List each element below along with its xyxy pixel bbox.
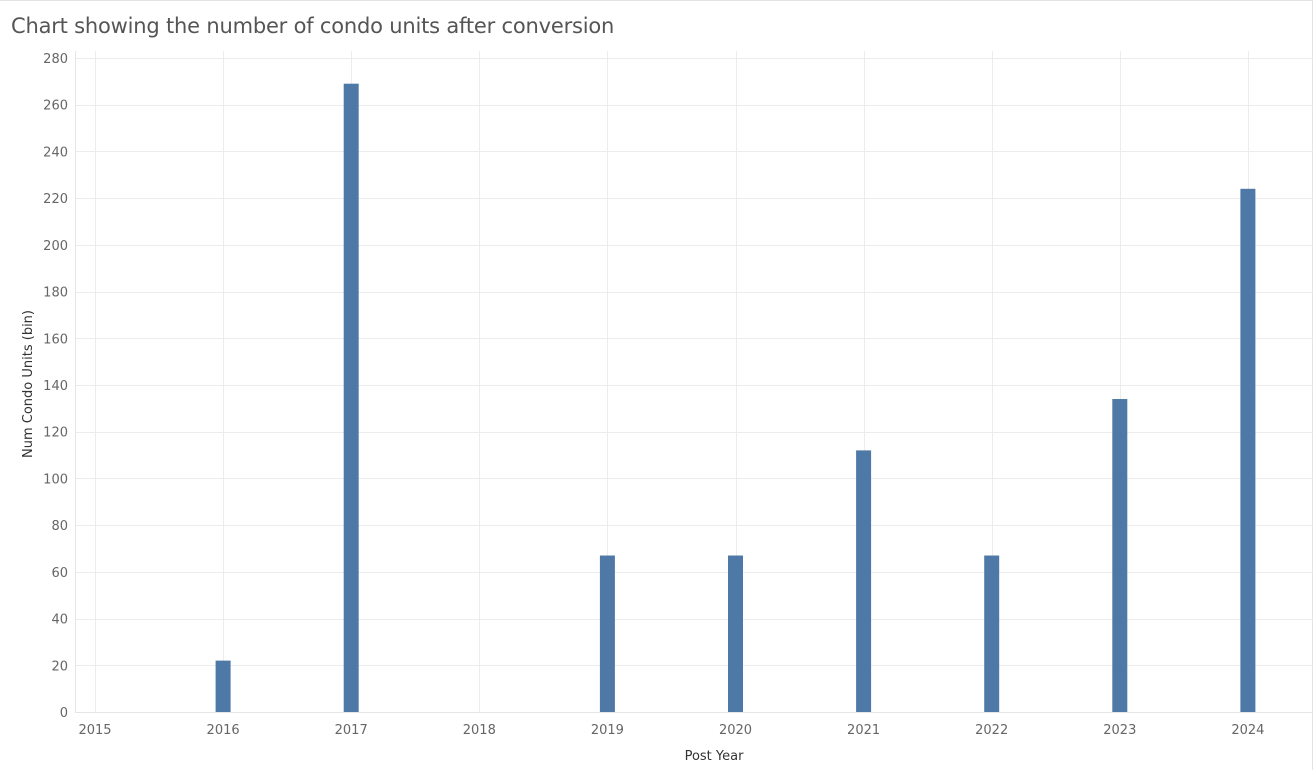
x-tick-label: 2020 xyxy=(719,723,752,738)
y-tick-label: 80 xyxy=(51,519,68,534)
y-tick-label: 20 xyxy=(51,659,68,674)
y-tick-label: 180 xyxy=(43,286,68,301)
y-tick-label: 280 xyxy=(43,52,68,67)
y-tick-label: 260 xyxy=(43,99,68,114)
y-tick-label: 220 xyxy=(43,192,68,207)
x-tick-label: 2024 xyxy=(1231,723,1264,738)
x-tick-label: 2022 xyxy=(975,723,1008,738)
x-tick-label: 2023 xyxy=(1103,723,1136,738)
bar-2022 xyxy=(984,555,1000,712)
y-tick-label: 140 xyxy=(43,379,68,394)
y-tick-label: 0 xyxy=(60,706,68,721)
bar-2019 xyxy=(599,555,615,712)
x-tick-label: 2021 xyxy=(847,723,880,738)
y-tick-label: 160 xyxy=(43,332,68,347)
bar-2023 xyxy=(1112,399,1128,712)
chart-title: Chart showing the number of condo units … xyxy=(11,14,615,38)
bars xyxy=(215,83,1256,713)
bar-2021 xyxy=(856,450,872,712)
x-tick-label: 2016 xyxy=(207,723,240,738)
bar-2024 xyxy=(1240,188,1256,713)
y-axis-title: Num Condo Units (bin) xyxy=(21,310,36,458)
x-tick-label: 2015 xyxy=(78,723,111,738)
x-tick-label: 2019 xyxy=(591,723,624,738)
y-tick-label: 120 xyxy=(43,426,68,441)
bar-2016 xyxy=(215,660,231,712)
x-tick-label: 2017 xyxy=(335,723,368,738)
y-tick-label: 40 xyxy=(51,613,68,628)
bar-2017 xyxy=(343,83,359,712)
bar-2020 xyxy=(728,555,743,712)
y-axis-ticks: 0 20 40 60 80 100 120 140 160 180 200 220 240 260 280 xyxy=(43,52,68,721)
x-axis-ticks: 2015 2016 2017 2018 2019 2020 2021 2022 2023 2024 xyxy=(78,723,1264,738)
y-tick-label: 100 xyxy=(43,472,68,487)
y-tick-label: 240 xyxy=(43,145,68,160)
y-tick-label: 60 xyxy=(51,566,68,581)
y-tick-label: 200 xyxy=(43,239,68,254)
x-axis-title: Post Year xyxy=(685,749,745,764)
x-tick-label: 2018 xyxy=(463,723,496,738)
